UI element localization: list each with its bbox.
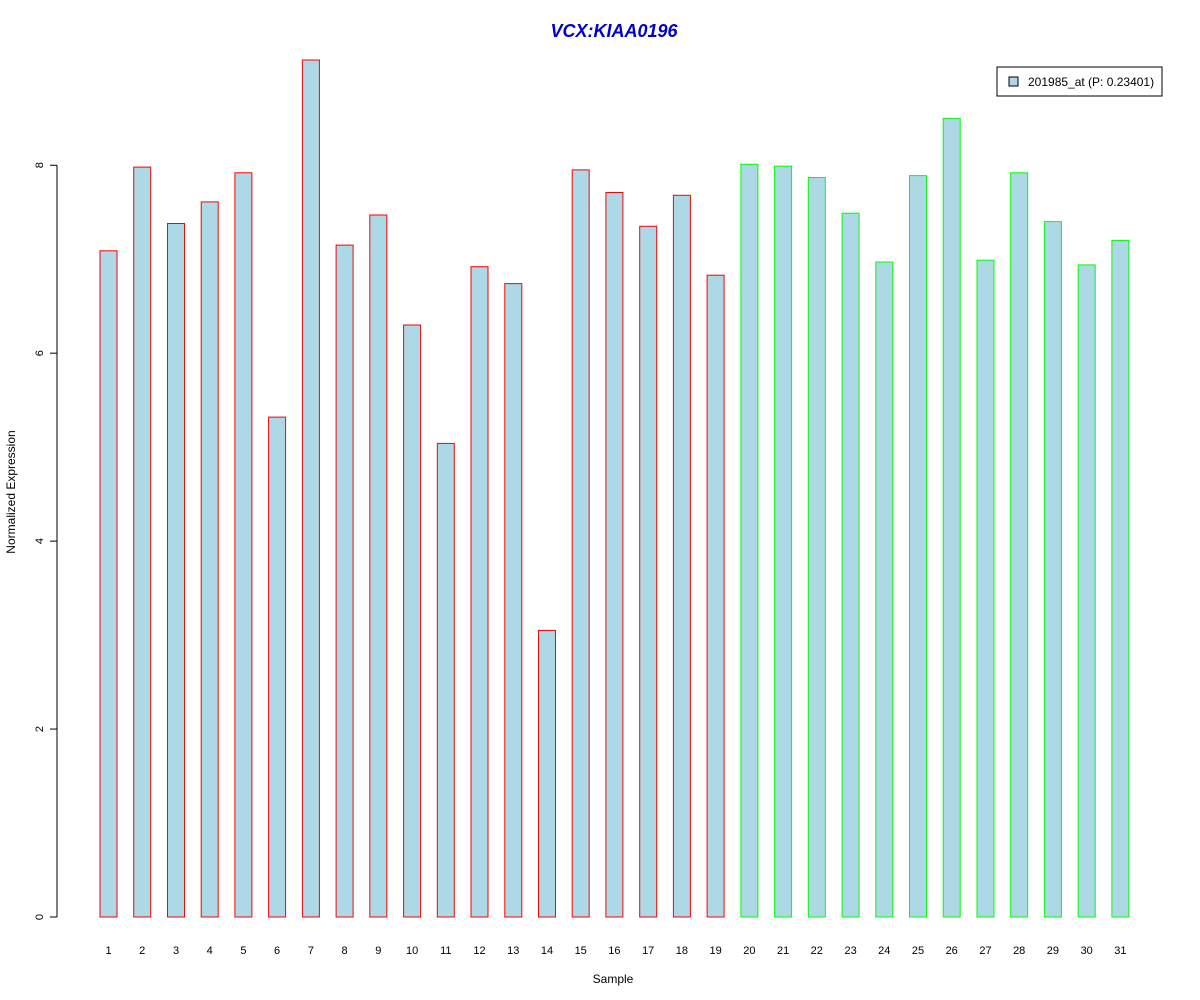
bar-sample-12 bbox=[470, 266, 489, 918]
bar-sample-8 bbox=[335, 244, 354, 918]
x-tick-label: 30 bbox=[1081, 945, 1093, 957]
x-tick-label: 3 bbox=[173, 945, 179, 957]
bar-sample-17 bbox=[639, 225, 658, 918]
bar-sample-23 bbox=[841, 212, 860, 918]
bar-sample-10 bbox=[403, 324, 422, 918]
bar-sample-11 bbox=[436, 442, 455, 918]
bar-sample-7 bbox=[301, 59, 320, 918]
bars bbox=[99, 59, 1130, 918]
bar-sample-28 bbox=[1010, 172, 1029, 918]
x-tick-label: 23 bbox=[844, 945, 856, 957]
bar-sample-16 bbox=[605, 192, 624, 918]
legend-box bbox=[996, 66, 1163, 97]
x-tick-label: 18 bbox=[676, 945, 688, 957]
x-tick-label: 26 bbox=[946, 945, 958, 957]
y-tick-label: 0 bbox=[34, 914, 46, 920]
x-tick-label: 9 bbox=[375, 945, 381, 957]
bar-sample-15 bbox=[571, 169, 590, 918]
x-tick-label: 8 bbox=[342, 945, 348, 957]
bar-sample-18 bbox=[672, 194, 691, 918]
x-tick-labels: 1 2 3 4 5 6 7 8 9 10 11 12 13 14 15 16 17 18 19 20 21 22 23 24 2… bbox=[105, 945, 1126, 957]
x-tick-label: 4 bbox=[207, 945, 213, 957]
y-tick-label: 8 bbox=[34, 162, 46, 168]
bar-sample-29 bbox=[1043, 221, 1062, 918]
bar-sample-21 bbox=[774, 165, 793, 918]
x-tick-label: 11 bbox=[440, 945, 451, 957]
x-tick-label: 29 bbox=[1047, 945, 1059, 957]
y-axis: 0 2 4 6 8 bbox=[34, 162, 58, 920]
legend: 201985_at (P: 0.23401) bbox=[996, 66, 1163, 97]
x-tick-label: 17 bbox=[642, 945, 654, 957]
x-tick-label: 12 bbox=[473, 945, 485, 957]
x-tick-label: 22 bbox=[811, 945, 823, 957]
bar-sample-31 bbox=[1111, 239, 1130, 918]
x-tick-label: 6 bbox=[274, 945, 280, 957]
bar-sample-6 bbox=[268, 416, 287, 918]
x-tick-label: 2 bbox=[139, 945, 145, 957]
x-tick-label: 14 bbox=[541, 945, 553, 957]
chart-title: VCX:KIAA0196 bbox=[550, 21, 678, 41]
x-tick-label: 28 bbox=[1013, 945, 1025, 957]
y-axis-label: Normalized Expression bbox=[4, 430, 18, 553]
x-tick-label: 19 bbox=[709, 945, 721, 957]
bar-sample-20 bbox=[740, 163, 759, 918]
x-tick-label: 25 bbox=[912, 945, 924, 957]
bar-sample-27 bbox=[976, 259, 995, 918]
x-tick-label: 16 bbox=[608, 945, 620, 957]
bar-sample-22 bbox=[807, 177, 826, 918]
bar-sample-19 bbox=[706, 274, 725, 918]
bar-sample-4 bbox=[200, 201, 219, 918]
bar-sample-13 bbox=[504, 283, 523, 918]
bar-sample-2 bbox=[133, 166, 152, 918]
x-axis-label: Sample bbox=[593, 972, 634, 986]
x-tick-label: 1 bbox=[105, 945, 111, 957]
x-tick-label: 31 bbox=[1114, 945, 1126, 957]
x-tick-label: 27 bbox=[979, 945, 991, 957]
x-tick-label: 10 bbox=[406, 945, 418, 957]
legend-swatch bbox=[1008, 76, 1019, 87]
bar-sample-26 bbox=[942, 117, 961, 918]
bar-sample-3 bbox=[167, 223, 185, 918]
x-tick-label: 15 bbox=[575, 945, 587, 957]
bar-sample-1 bbox=[99, 250, 118, 918]
bar-sample-25 bbox=[909, 175, 927, 918]
legend-entry: 201985_at (P: 0.23401) bbox=[1028, 75, 1154, 89]
x-tick-label: 24 bbox=[878, 945, 890, 957]
x-tick-label: 20 bbox=[743, 945, 755, 957]
x-tick-label: 5 bbox=[240, 945, 246, 957]
y-tick-label: 4 bbox=[34, 538, 46, 544]
bar-sample-30 bbox=[1077, 264, 1096, 918]
bar-sample-14 bbox=[538, 629, 556, 918]
y-tick-label: 2 bbox=[34, 726, 46, 732]
bar-sample-9 bbox=[369, 214, 388, 918]
bar-sample-5 bbox=[234, 172, 253, 918]
x-tick-label: 13 bbox=[507, 945, 519, 957]
x-tick-label: 7 bbox=[308, 945, 314, 957]
y-tick-label: 6 bbox=[34, 350, 46, 356]
x-tick-label: 21 bbox=[777, 945, 789, 957]
bar-sample-24 bbox=[875, 261, 894, 918]
